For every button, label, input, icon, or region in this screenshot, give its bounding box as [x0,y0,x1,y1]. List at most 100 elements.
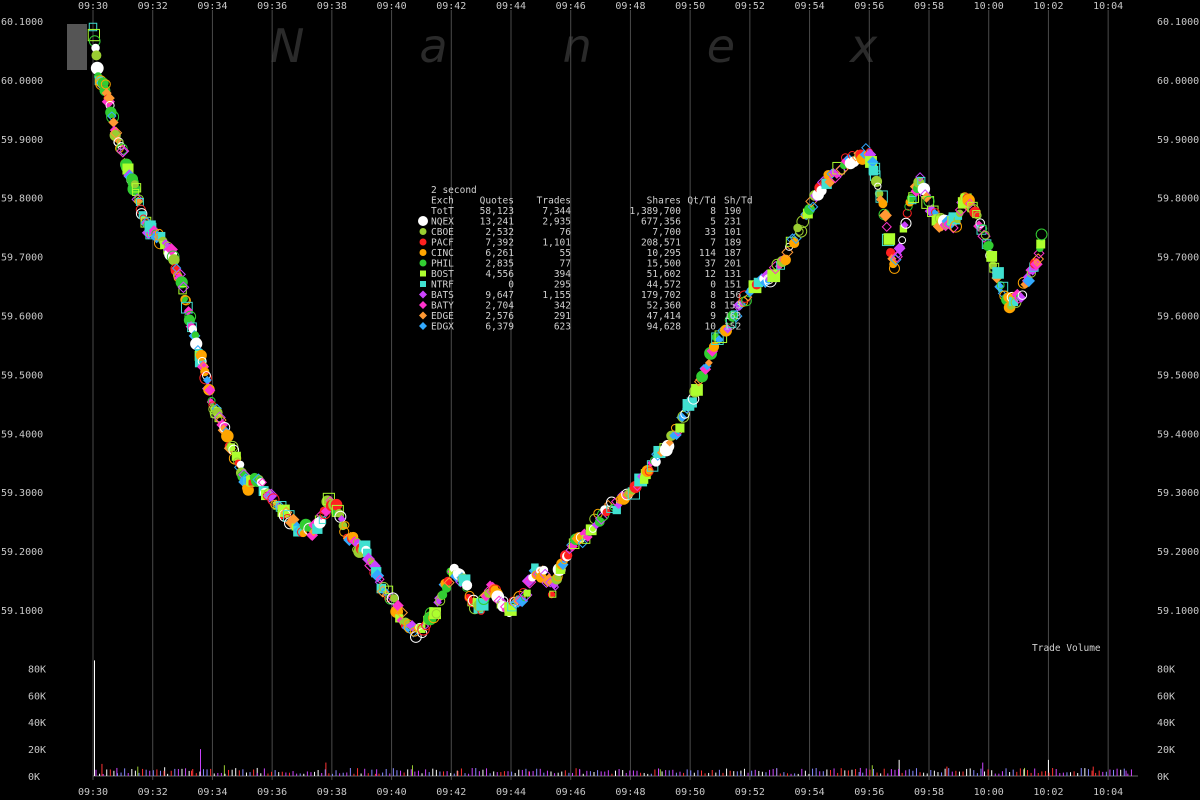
legend-cell: 37 [705,259,716,270]
legend-cell: 2,835 [485,259,514,270]
x-tick-label-top: 09:32 [138,1,168,12]
y-tick-label-left: 59.4000 [1,429,43,440]
legend-cell: 51,602 [647,269,681,280]
legend-cell: 6,379 [485,322,514,333]
y-tick-label-right: 59.3000 [1157,488,1199,499]
trade-mark-bost [549,590,557,598]
legend-marker-bost [420,270,426,277]
trade-mark-bost [384,585,394,594]
y-tick-label-right: 59.5000 [1157,370,1199,381]
y-tick-label-left: 59.3000 [1,488,43,499]
trade-mark-pacf [199,371,212,385]
legend-column-header: Trades [537,196,571,207]
x-tick-label-bottom: 09:44 [496,787,526,798]
trade-mark-cboe [794,225,808,238]
trade-mark-bats [406,620,418,632]
y-tick-label-left: 59.1000 [1,606,43,617]
y-tick-label-right: 59.7000 [1157,253,1199,264]
volume-tick-label-left: 80K [28,664,46,675]
trade-mark-phil [438,590,448,600]
legend-cell: NTRF [431,280,454,291]
trade-mark-edge [376,585,389,598]
volume-tick-label-right: 80K [1157,664,1175,675]
legend-cell: 9,647 [485,290,514,301]
legend-cell: 13,241 [480,217,515,228]
x-tick-label-top: 09:50 [675,1,705,12]
legend-cell: CINC [431,248,454,259]
y-tick-label-left: 59.2000 [1,547,43,558]
legend-cell: BATY [431,301,454,312]
volume-tick-label-left: 60K [28,691,46,702]
y-tick-label-right: 60.0000 [1157,76,1199,87]
trade-mark-bost [986,251,998,262]
legend-cell: 7,344 [542,206,571,217]
trade-mark-edgx [889,253,902,266]
trade-mark-cboe [390,594,399,603]
legend-column-header: Quotes [480,196,514,207]
legend-marker-phil [419,259,427,267]
legend-cell: 189 [724,238,741,249]
x-tick-label-top: 09:54 [795,1,825,12]
legend-cell: 131 [724,269,741,280]
legend-cell: 2,704 [485,301,514,312]
x-tick-label-top: 09:46 [556,1,586,12]
trade-mark-cinc [180,295,191,306]
x-tick-label-bottom: 10:04 [1093,787,1123,798]
legend-cell: 342 [554,301,571,312]
legend-cell: 0 [508,280,514,291]
x-tick-label-bottom: 09:40 [377,787,407,798]
x-tick-label-bottom: 10:00 [974,787,1004,798]
trade-mark-phil [984,241,994,251]
legend-cell: 10,295 [647,248,681,259]
trade-mark-ntrf [868,162,881,175]
legend-cell: 295 [554,280,571,291]
trade-mark-bost [675,423,685,433]
legend-cell: 163 [724,311,741,322]
x-tick-label-bottom: 09:48 [615,787,645,798]
x-tick-label-top: 09:36 [257,1,287,12]
trade-mark-cboe [91,50,102,61]
trade-mark-nqex [461,580,473,591]
legend-cell: 77 [560,259,571,270]
trade-mark-phil [191,331,200,339]
trade-mark-edgx [577,537,588,549]
trade-mark-cinc [708,341,720,352]
legend-cell: BATS [431,290,454,301]
trade-mark-nqex [900,217,912,229]
legend-cell: 8 [710,301,716,312]
legend-cell: 179,702 [641,290,681,301]
trade-mark-edgx [671,429,682,441]
trade-mark-baty [977,229,991,243]
trade-mark-edge [781,246,794,259]
trade-mark-ntrf [992,267,1004,279]
y-tick-label-right: 59.4000 [1157,429,1199,440]
legend-marker-edge [419,311,427,320]
open-block [67,24,87,70]
trade-mark-cboe [980,230,990,240]
legend-cell: EDGE [431,311,454,322]
legend-cell: 394 [554,269,571,280]
trade-mark-bats [551,583,560,591]
x-tick-label-bottom: 09:58 [914,787,944,798]
trade-mark-edge [705,358,713,367]
legend-cell: 152 [724,322,741,333]
y-tick-label-right: 59.1000 [1157,606,1199,617]
legend-cell: 6,261 [485,248,514,259]
legend-cell: 10 [705,322,717,333]
x-tick-label-bottom: 09:50 [675,787,705,798]
legend-marker-baty [419,301,427,309]
trade-mark-edge [665,438,674,447]
volume-tick-label-right: 60K [1157,691,1175,702]
trade-mark-ntrf [318,516,327,524]
legend-cell: 7 [710,238,716,249]
trade-mark-bost [972,210,981,219]
trade-mark-cinc [100,79,111,90]
volume-tick-label-right: 20K [1157,745,1175,756]
trade-mark-baty [204,384,216,396]
x-tick-label-bottom: 10:02 [1033,787,1063,798]
trade-mark-edge [443,577,455,589]
trade-mark-edgx [714,335,724,345]
trade-mark-cboe [973,211,982,220]
legend-cell: 153 [724,301,741,312]
